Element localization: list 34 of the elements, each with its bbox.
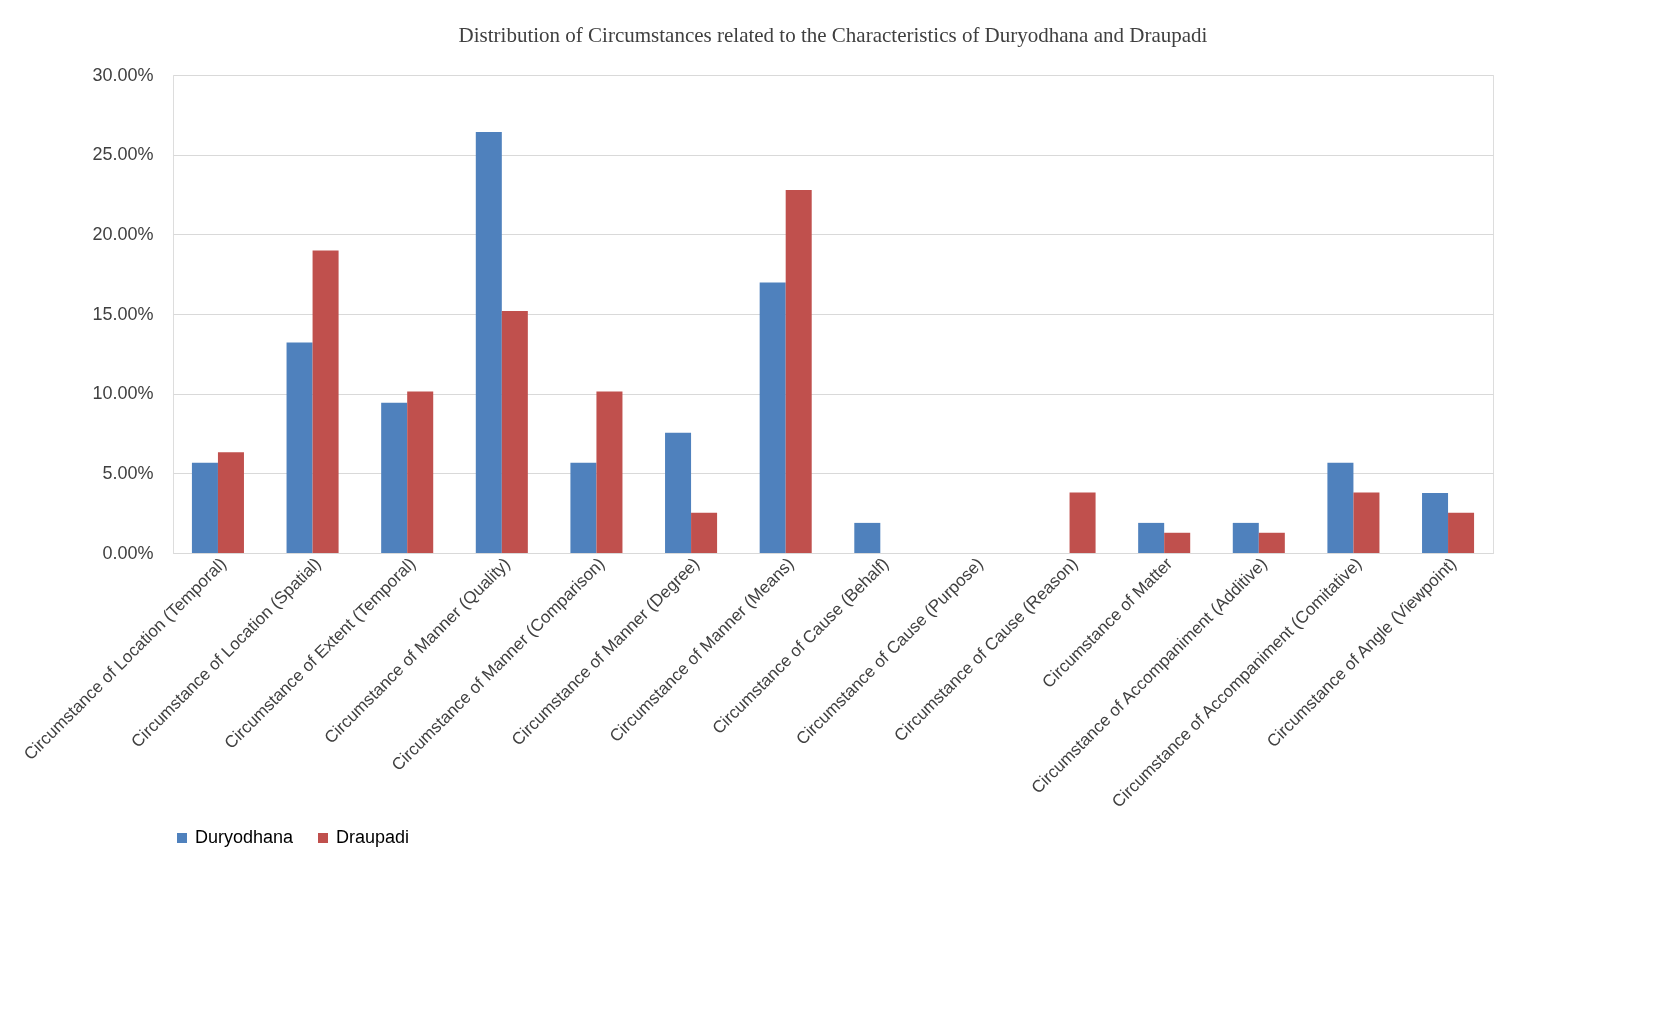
y-tick-label: 15.00%: [92, 303, 154, 324]
bar: [1448, 512, 1475, 553]
bar: [191, 462, 218, 553]
bar: [286, 342, 313, 553]
bar: [691, 512, 718, 553]
bar: [1069, 492, 1096, 553]
bar: [785, 190, 812, 553]
y-tick-label: 25.00%: [92, 144, 154, 165]
bar: [1327, 462, 1354, 553]
bar: [217, 452, 244, 553]
y-tick-label: 5.00%: [102, 462, 154, 483]
bar: [1353, 492, 1380, 553]
bar: [759, 282, 786, 553]
bar: [1422, 492, 1449, 553]
bar: [1164, 532, 1191, 553]
legend-label: Draupadi: [336, 827, 410, 847]
bar: [596, 391, 623, 553]
bar: [381, 402, 408, 553]
y-tick-label: 10.00%: [92, 383, 154, 404]
y-tick-label: 0.00%: [102, 542, 154, 563]
bar: [854, 522, 881, 553]
bar: [501, 310, 528, 553]
chart-title: Distribution of Circumstances related to the Characteristics of Duryodhana and Draupadi: [458, 23, 1208, 47]
bar: [1258, 532, 1285, 553]
bar: [1138, 522, 1165, 553]
bar: [570, 462, 597, 553]
y-tick-label: 30.00%: [92, 64, 154, 85]
bar: [312, 250, 339, 553]
legend-label: Duryodhana: [195, 827, 295, 847]
bar: [665, 432, 692, 553]
y-tick-label: 20.00%: [92, 223, 154, 244]
bar: [475, 132, 502, 553]
bar: [407, 391, 434, 553]
bar: [1232, 522, 1259, 553]
